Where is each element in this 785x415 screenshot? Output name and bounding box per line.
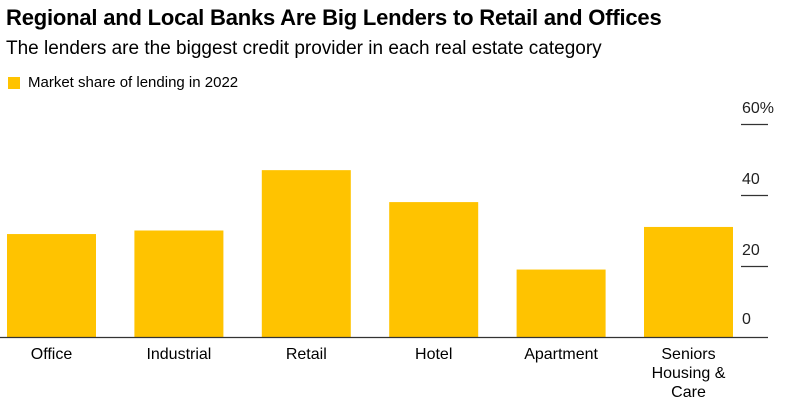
bar-hotel — [389, 202, 479, 337]
chart-subtitle: The lenders are the biggest credit provi… — [6, 38, 602, 59]
x-axis: Office Industrial Retail Hotel Apartment Seni… — [0, 336, 768, 401]
x-tick-label: Hotel — [415, 346, 452, 363]
x-tick-label: Seniors Housing & Care — [652, 346, 726, 401]
legend-label: Market share of lending in 2022 — [28, 74, 239, 91]
y-tick-label: 60% — [742, 100, 774, 117]
chart-title: Regional and Local Banks Are Big Lenders… — [6, 5, 662, 30]
legend-swatch — [8, 76, 20, 89]
bar-office — [7, 234, 96, 337]
x-tick-label: Industrial — [146, 346, 211, 363]
chart-legend: Market share of lending in 2022 — [8, 74, 238, 91]
bar-apartment — [516, 269, 606, 337]
x-tick-label: Apartment — [524, 346, 598, 363]
x-tick-label: Office — [31, 346, 73, 363]
bar-seniors-housing-care — [644, 226, 733, 337]
y-tick-label: 0 — [742, 311, 751, 328]
y-axis: 0 20 40 60% — [741, 100, 774, 328]
y-tick-label: 20 — [742, 242, 760, 259]
bar-retail — [261, 170, 351, 337]
bars-group — [7, 170, 733, 337]
bar-industrial — [134, 230, 224, 337]
y-tick-label: 40 — [742, 171, 760, 188]
x-tick-label: Retail — [286, 346, 327, 363]
